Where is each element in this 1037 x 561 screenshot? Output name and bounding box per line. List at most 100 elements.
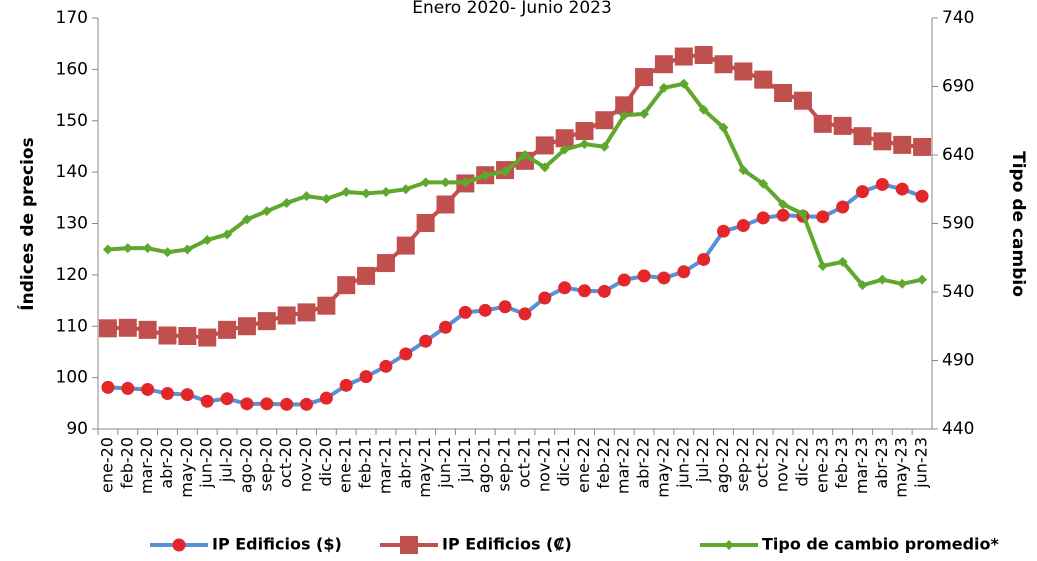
point	[558, 281, 572, 295]
x-tick-label: may-22	[653, 437, 672, 498]
point	[813, 114, 832, 133]
point	[361, 188, 372, 199]
point	[440, 177, 451, 188]
y2-axis-title: Tipo de cambio	[1008, 151, 1028, 297]
point	[162, 247, 173, 258]
point	[98, 319, 117, 338]
point	[480, 170, 491, 181]
point	[654, 55, 673, 74]
point	[797, 208, 808, 219]
point	[198, 328, 217, 347]
point	[837, 256, 848, 267]
x-tick-label: nov-22	[773, 437, 792, 492]
x-tick-label: nov-21	[534, 437, 553, 492]
y-tick-label: 120	[56, 265, 88, 285]
point	[337, 276, 356, 295]
point	[280, 397, 294, 411]
y-tick-label: 110	[56, 316, 88, 336]
point	[281, 197, 292, 208]
x-tick-label: oct-21	[514, 437, 533, 488]
x-tick-label: feb-23	[832, 437, 851, 489]
x-tick-label: feb-21	[356, 437, 375, 489]
point	[619, 110, 630, 121]
y2-tick-label: 440	[942, 419, 974, 439]
x-tick-label: jul-21	[455, 437, 474, 483]
y2-tick-label: 690	[942, 77, 974, 97]
point	[579, 139, 590, 150]
point	[559, 144, 570, 155]
y-tick-label: 160	[56, 59, 88, 79]
point	[241, 214, 252, 225]
point	[816, 210, 830, 224]
point	[261, 206, 272, 217]
x-tick-label: mar-20	[137, 437, 156, 494]
point	[399, 347, 413, 361]
x-tick-label: jun-22	[673, 437, 692, 489]
point	[578, 284, 591, 298]
point	[458, 305, 472, 319]
point	[436, 195, 455, 214]
point	[877, 274, 888, 285]
point	[873, 132, 892, 151]
point	[257, 312, 276, 331]
point	[637, 269, 651, 283]
x-tick-label: dic-20	[316, 437, 335, 487]
point	[718, 122, 729, 133]
point	[478, 303, 492, 317]
y2-tick-label: 590	[942, 214, 974, 234]
point	[277, 306, 296, 325]
point	[714, 55, 733, 74]
y2-tick-label: 640	[942, 145, 974, 165]
y-axis-title: Índices de precios	[16, 137, 38, 310]
point	[301, 191, 312, 202]
point	[419, 334, 433, 348]
x-tick-label: mar-21	[375, 437, 394, 494]
point	[833, 116, 852, 135]
x-tick-label: ene-23	[812, 437, 831, 493]
point	[439, 320, 452, 334]
point	[895, 182, 909, 196]
point	[101, 380, 115, 394]
y2-tick-label: 490	[942, 351, 974, 371]
point	[538, 291, 552, 305]
x-tick-label: jun-21	[435, 437, 454, 489]
point	[917, 274, 928, 285]
point	[817, 260, 828, 271]
point	[697, 252, 711, 266]
x-tick-label: ago-22	[713, 437, 732, 493]
point	[635, 68, 654, 87]
x-tick-label: jul-20	[217, 437, 236, 483]
point	[202, 234, 213, 245]
point	[677, 265, 691, 279]
x-tick-label: dic-22	[792, 437, 811, 487]
x-tick-label: sep-22	[733, 437, 752, 491]
point	[297, 303, 316, 322]
point	[717, 224, 730, 238]
point	[357, 266, 376, 285]
y-tick-label: 100	[56, 368, 88, 388]
point	[141, 382, 155, 396]
legend-marker	[724, 540, 734, 550]
point	[893, 135, 912, 154]
chart-title: Enero 2020- Junio 2023	[412, 0, 612, 18]
point	[674, 47, 693, 66]
x-tick-label: jul-22	[693, 437, 712, 483]
legend-label: IP Edificios (₡)	[442, 535, 572, 554]
point	[658, 82, 669, 93]
point	[339, 378, 353, 392]
point	[875, 177, 889, 191]
point	[734, 62, 753, 81]
point	[617, 273, 631, 287]
point	[793, 91, 812, 110]
point	[400, 184, 411, 195]
point	[200, 394, 214, 408]
point	[754, 70, 773, 89]
point	[359, 370, 373, 384]
x-tick-label: feb-20	[117, 437, 136, 489]
point	[376, 254, 395, 273]
point	[535, 136, 554, 155]
point	[260, 397, 274, 411]
x-tick-label: may-20	[177, 437, 196, 498]
point	[518, 307, 532, 321]
point	[319, 391, 333, 405]
